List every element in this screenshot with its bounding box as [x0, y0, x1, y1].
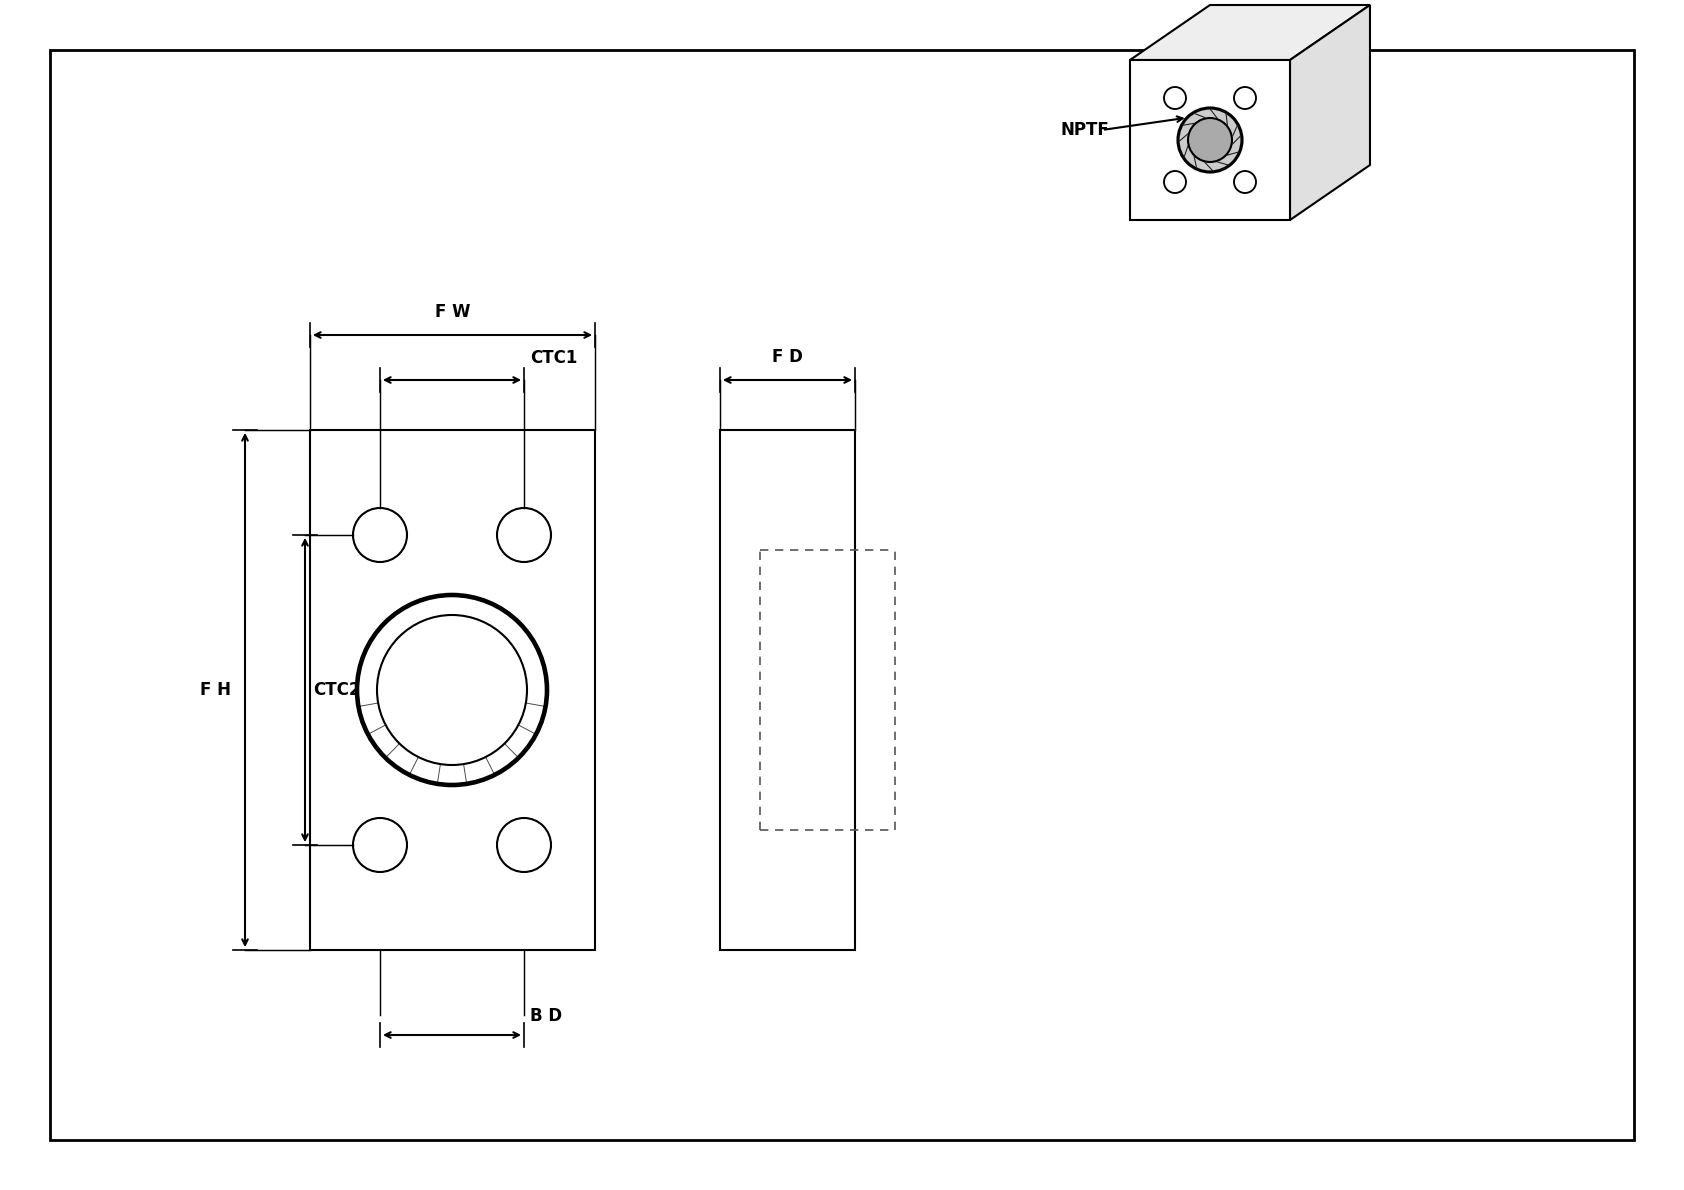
- Circle shape: [1164, 87, 1186, 109]
- Polygon shape: [1130, 5, 1371, 60]
- Text: NPTF: NPTF: [1059, 121, 1108, 139]
- Bar: [1130, 60, 1290, 220]
- Text: F W: F W: [434, 303, 470, 321]
- Circle shape: [1234, 171, 1256, 193]
- Text: F D: F D: [771, 347, 803, 367]
- Text: F H: F H: [200, 681, 231, 699]
- Circle shape: [1179, 108, 1243, 173]
- Circle shape: [1187, 118, 1233, 162]
- Text: CTC1: CTC1: [530, 349, 578, 367]
- Text: CTC2: CTC2: [313, 681, 360, 699]
- Circle shape: [1234, 87, 1256, 109]
- Text: B D: B D: [530, 1007, 562, 1025]
- Bar: [310, 430, 594, 950]
- Bar: [721, 430, 855, 950]
- Polygon shape: [1290, 5, 1371, 220]
- Circle shape: [1164, 171, 1186, 193]
